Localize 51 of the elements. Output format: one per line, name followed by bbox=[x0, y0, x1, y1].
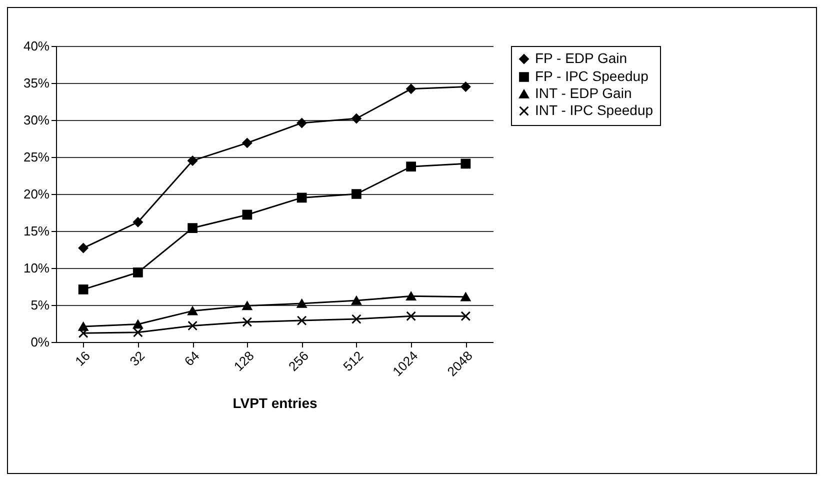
y-tick-label: 25% bbox=[23, 150, 50, 164]
point bbox=[242, 210, 252, 220]
point bbox=[78, 328, 88, 338]
legend-label: FP - EDP Gain bbox=[535, 50, 628, 66]
point bbox=[460, 82, 471, 92]
point bbox=[188, 320, 198, 331]
point bbox=[352, 296, 362, 305]
y-tick-label: 10% bbox=[23, 260, 50, 276]
point bbox=[188, 156, 198, 166]
point bbox=[406, 311, 416, 322]
point bbox=[460, 158, 471, 169]
x-axis-title: LVPT entries bbox=[232, 395, 318, 412]
point bbox=[188, 223, 198, 233]
y-tick-label: 30% bbox=[23, 112, 50, 128]
y-tick-label: 35% bbox=[23, 76, 50, 90]
x-tick-label: 16 bbox=[72, 348, 94, 369]
x-tick-label: 128 bbox=[230, 348, 257, 374]
point bbox=[460, 311, 471, 322]
point bbox=[133, 268, 143, 278]
point bbox=[242, 317, 252, 327]
point bbox=[133, 327, 143, 338]
y-tick-label: 20% bbox=[23, 186, 50, 202]
x-tick-label: 64 bbox=[181, 348, 202, 369]
point bbox=[242, 138, 252, 148]
point bbox=[352, 189, 362, 199]
point bbox=[406, 84, 416, 94]
y-tick-label: 5% bbox=[30, 298, 50, 312]
point bbox=[133, 320, 143, 329]
point bbox=[406, 292, 416, 300]
legend-label: INT - IPC Speedup bbox=[535, 102, 654, 118]
y-tick-label: 15% bbox=[23, 224, 50, 238]
point bbox=[133, 217, 143, 228]
point bbox=[352, 314, 362, 324]
point bbox=[188, 306, 198, 316]
legend-label: FP - IPC Speedup bbox=[535, 68, 649, 84]
point bbox=[296, 316, 307, 326]
x-tick-label: 512 bbox=[340, 348, 366, 374]
legend-label: INT - EDP Gain bbox=[535, 85, 632, 101]
point bbox=[460, 292, 471, 302]
x-tick-label: 256 bbox=[286, 348, 312, 374]
point bbox=[352, 114, 362, 124]
point bbox=[296, 299, 307, 308]
x-tick-label: 32 bbox=[126, 348, 148, 369]
point bbox=[296, 192, 307, 203]
point bbox=[78, 284, 88, 294]
y-tick-label: 0% bbox=[30, 334, 50, 350]
point bbox=[78, 243, 88, 253]
point bbox=[406, 162, 416, 172]
point bbox=[296, 118, 307, 128]
y-tick-label: 40% bbox=[23, 38, 50, 54]
point bbox=[242, 301, 252, 310]
